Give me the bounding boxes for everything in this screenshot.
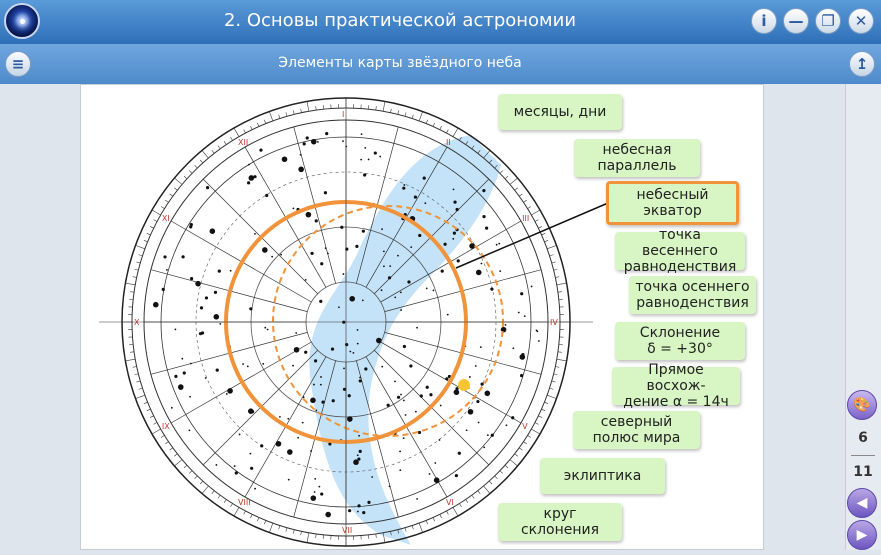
label-north-pole[interactable]: северный полюс мира [573,411,700,449]
milky-way [309,135,501,545]
label-right-ascension[interactable]: Прямое восхож- дение α = 14ч [612,367,740,405]
month-label: III [522,214,529,223]
label-celestial-equator[interactable]: небесный экватор [606,181,739,225]
month-label: XI [162,214,170,223]
label-celestial-parallel[interactable]: небесная параллель [574,139,700,177]
label-autumnal-equinox[interactable]: точка осеннего равноденствия [629,276,756,314]
total-pages: 11 [845,464,881,480]
month-label: IX [162,422,170,431]
close-button[interactable]: ✕ [848,8,874,34]
window-title: 2. Основы практической астрономии [0,10,800,31]
month-label: IV [550,318,558,327]
minimize-button[interactable]: — [783,8,809,34]
page-sidebar [845,84,881,550]
prev-page-button[interactable]: ◀ [847,488,877,518]
month-label: V [522,422,528,431]
label-declination[interactable]: Склонение δ = +30° [615,322,745,360]
maximize-button[interactable]: ❐ [815,8,841,34]
month-label: X [134,318,140,327]
month-label: XII [238,138,248,147]
month-label: I [342,110,344,119]
palette-icon: 🎨 [853,397,870,413]
info-button[interactable]: i [751,8,777,34]
sun-marker [458,379,470,391]
current-page: 6 [845,430,881,446]
label-months-days[interactable]: месяцы, дни [498,94,622,130]
up-button[interactable]: ↥ [849,51,875,77]
section-title: Элементы карты звёздного неба [0,55,800,71]
month-label: VI [446,498,454,507]
month-label: VII [342,526,352,535]
label-hour-circle[interactable]: круг склонения [498,503,622,541]
month-label: II [446,138,451,147]
month-label: VIII [238,498,251,507]
palette-button[interactable]: 🎨 [847,390,877,420]
label-vernal-equinox[interactable]: точка весеннего равноденствия [615,232,745,270]
next-page-button[interactable]: ▶ [847,520,877,550]
page-divider [851,455,875,456]
title-bar: 2. Основы практической астрономии i — ❐ … [0,0,881,44]
section-bar: ≡ Элементы карты звёздного неба ↥ [0,44,881,84]
label-ecliptic[interactable]: эклиптика [540,458,665,494]
